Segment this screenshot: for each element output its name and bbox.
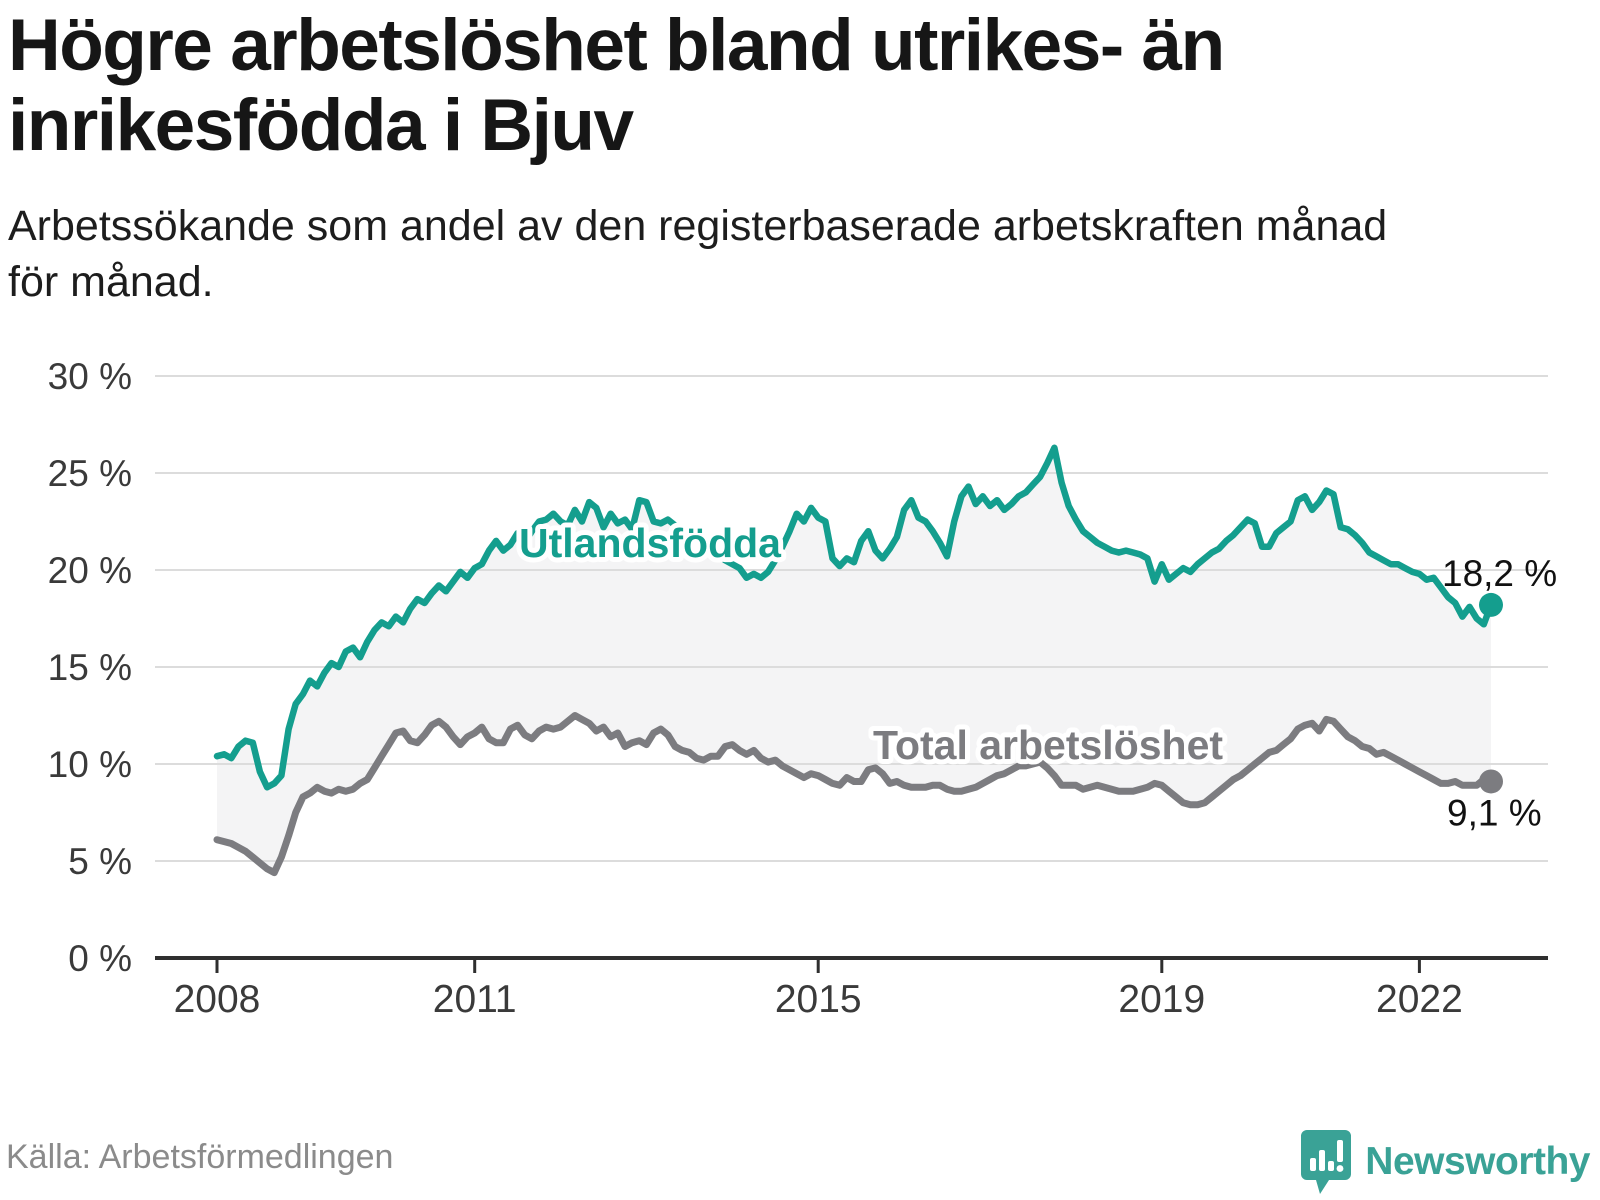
brand-logo: Newsworthy <box>1301 1128 1590 1196</box>
subtitle-line-1: Arbetssökande som andel av den registerb… <box>8 202 1388 250</box>
x-tick-label-2022: 2022 <box>1376 978 1463 1021</box>
y-tick-label-30: 30 % <box>48 356 132 397</box>
newsworthy-logo-icon <box>1301 1130 1352 1194</box>
area-between-series <box>217 447 1491 873</box>
y-tick-label-20: 20 % <box>48 550 132 591</box>
title-line-1: Högre arbetslöshet bland utrikes- än <box>8 5 1225 86</box>
source-note: Källa: Arbetsförmedlingen <box>6 1138 394 1176</box>
series-label-total: Total arbetslöshet <box>873 722 1223 768</box>
x-tick-label-2008: 2008 <box>174 978 261 1021</box>
y-tick-label-0: 0 % <box>68 938 132 979</box>
line-utlandsfodda <box>213 444 1495 791</box>
page-title: Högre arbetslöshet bland utrikes- än inr… <box>8 5 1225 166</box>
line-total-arbetsloshet <box>213 712 1495 877</box>
series-label-utlandsfodda: Utlandsfödda <box>519 520 782 566</box>
x-tick-label-2019: 2019 <box>1118 978 1205 1021</box>
y-tick-label-10: 10 % <box>48 744 132 785</box>
end-dot-utlandsfodda <box>1479 592 1503 617</box>
end-value-utlandsfodda: 18,2 % <box>1442 553 1557 594</box>
chart-subtitle: Arbetssökande som andel av den registerb… <box>8 198 1387 310</box>
y-tick-label-15: 15 % <box>48 647 132 688</box>
x-tick-label-2015: 2015 <box>775 978 862 1021</box>
title-line-2: inrikesfödda i Bjuv <box>8 85 634 166</box>
y-tick-label-25: 25 % <box>48 453 132 494</box>
end-dot-total <box>1479 769 1503 794</box>
brand-name: Newsworthy <box>1365 1140 1590 1183</box>
subtitle-line-2: för månad. <box>8 258 214 306</box>
x-tick-label-2011: 2011 <box>433 978 517 1021</box>
end-value-total: 9,1 % <box>1447 792 1542 833</box>
y-tick-label-5: 5 % <box>68 841 132 882</box>
